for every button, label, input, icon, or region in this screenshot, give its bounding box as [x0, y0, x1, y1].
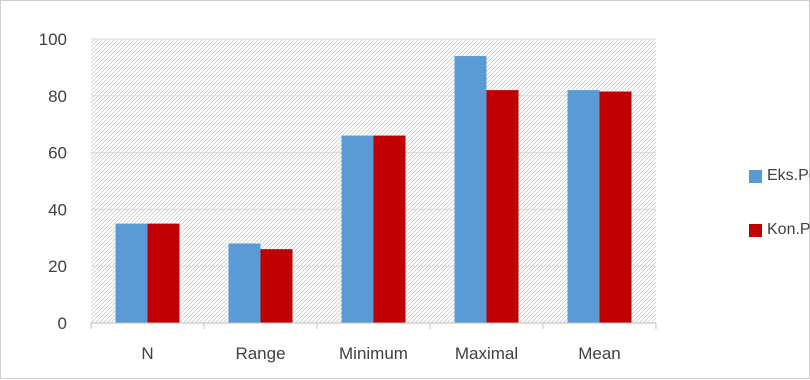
x-tick-label: Mean: [578, 344, 621, 363]
bar-eks-pos-n: [115, 223, 148, 323]
bar-kon-pos-mean: [599, 91, 632, 323]
x-tick-label: Minimum: [339, 344, 408, 363]
legend: Eks.Pos Kon.Pos: [749, 165, 810, 273]
legend-label-eks-pos: Eks.Pos: [767, 167, 810, 184]
y-tick-label: 40: [48, 200, 67, 219]
legend-item-kon-pos: Kon.Pos: [749, 219, 810, 241]
bar-eks-pos-mean: [567, 90, 600, 324]
legend-label-kon-pos: Kon.Pos: [767, 221, 810, 238]
y-axis-tick-labels: 0 20 40 60 80 100: [39, 30, 67, 333]
y-tick-label: 20: [48, 257, 67, 276]
bar-eks-pos-range: [228, 243, 261, 323]
bar-eks-pos-minimum: [341, 135, 374, 323]
bar-kon-pos-range: [260, 249, 293, 323]
bars: [115, 56, 632, 324]
bar-kon-pos-n: [147, 223, 180, 323]
x-tick-label: N: [141, 344, 153, 363]
x-axis: [90, 322, 657, 329]
bar-eks-pos-maximal: [454, 56, 487, 323]
y-tick-label: 0: [58, 314, 67, 333]
bar-kon-pos-minimum: [373, 135, 406, 323]
x-tick-label: Range: [235, 344, 285, 363]
legend-swatch-eks-pos: [749, 169, 762, 183]
y-tick-label: 100: [39, 30, 67, 49]
x-axis-tick-labels: N Range Minimum Maximal Mean: [141, 344, 620, 363]
x-tick-label: Maximal: [455, 344, 518, 363]
y-tick-label: 60: [48, 144, 67, 163]
legend-swatch-kon-pos: [749, 223, 762, 237]
bar-kon-pos-maximal: [486, 90, 519, 324]
y-tick-label: 80: [48, 87, 67, 106]
legend-item-eks-pos: Eks.Pos: [749, 165, 810, 187]
